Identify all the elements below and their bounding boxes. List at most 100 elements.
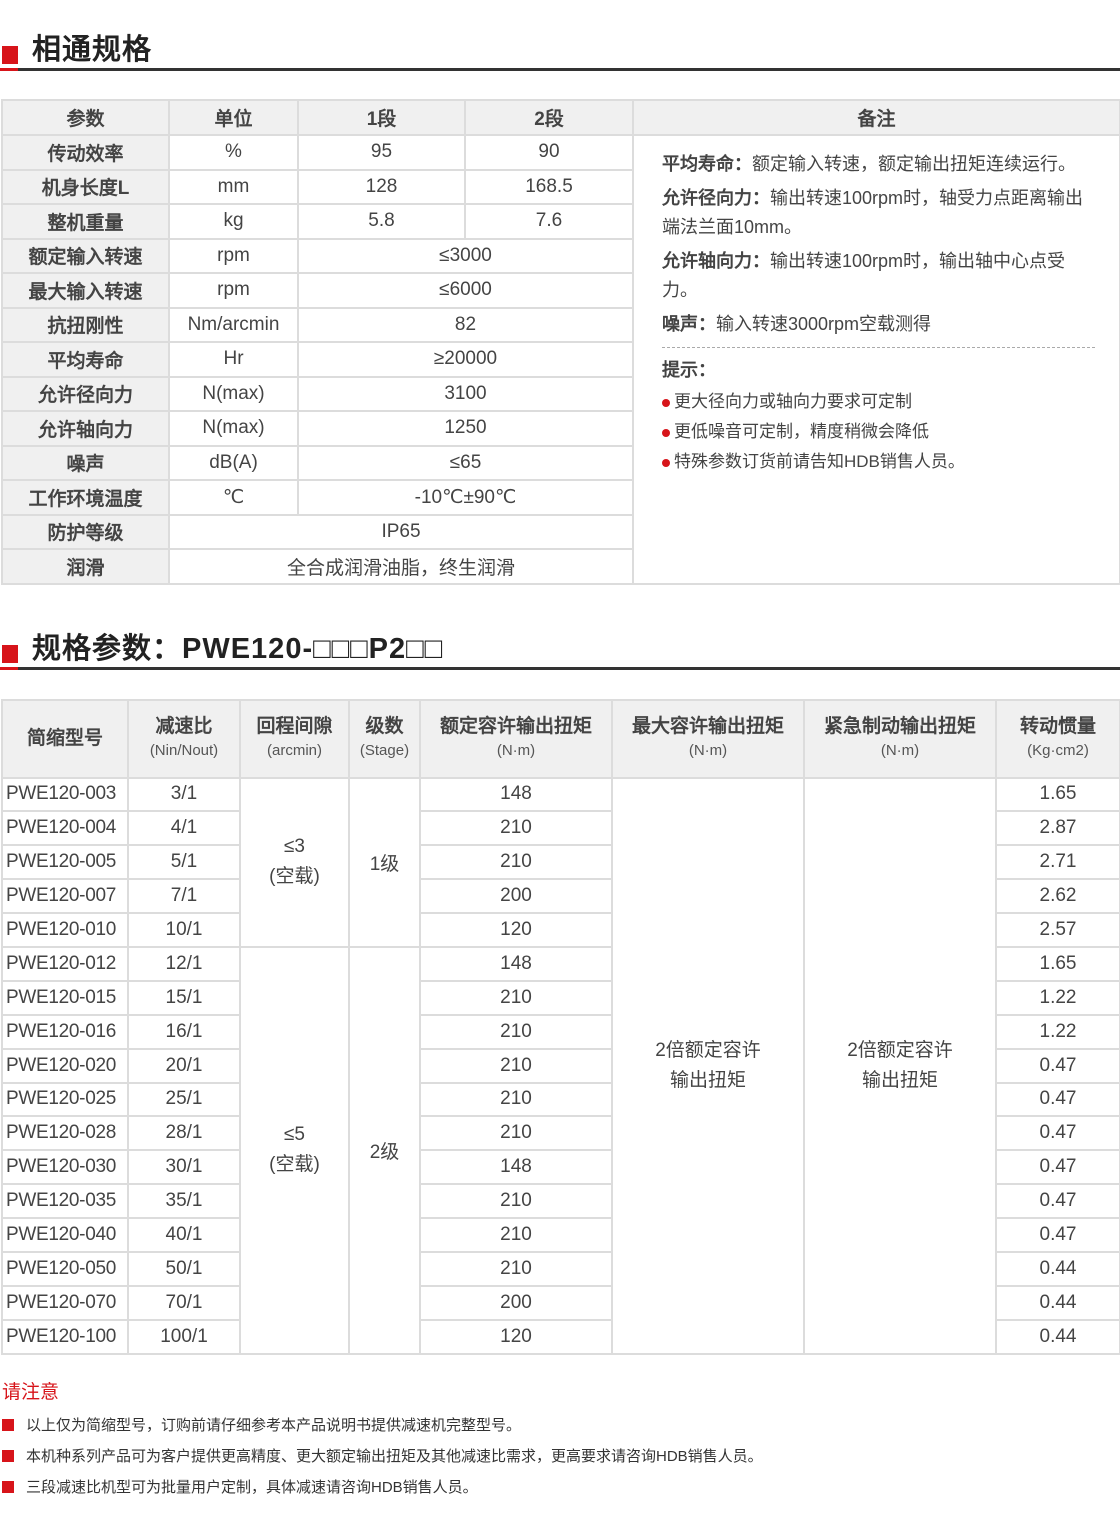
value-cell: 全合成润滑油脂，终生润滑 xyxy=(168,548,634,585)
inertia-cell: 0.47 xyxy=(995,1081,1120,1118)
model-cell: PWE120-040 xyxy=(1,1217,129,1253)
notes-title: 请注意 xyxy=(2,1381,60,1403)
table-row: PWE120-050 50/1 210 0.44 xyxy=(1,1250,1120,1287)
stage1-value: 5.8 xyxy=(297,203,466,240)
remark-label: 噪声： xyxy=(662,314,716,334)
unit-cell: Nm/arcmin xyxy=(168,306,299,343)
header-main: 级数 xyxy=(365,715,404,737)
unit-cell: ℃ xyxy=(168,479,299,516)
header-main: 额定容许输出扭矩 xyxy=(439,715,592,737)
red-square-marker xyxy=(2,644,18,663)
model-cell: PWE120-004 xyxy=(1,810,129,847)
column-header: 最大容许输出扭矩 (N·m) xyxy=(611,698,805,779)
table-row: PWE120-016 16/1 210 1.22 xyxy=(1,1013,1120,1050)
emergency-torque-cell: 2倍额定容许输出扭矩 xyxy=(803,776,997,1355)
inertia-cell: 0.47 xyxy=(995,1115,1120,1152)
value-cell: ≤65 xyxy=(297,444,634,481)
note-item: 以上仅为简缩型号，订购前请仔细参考本产品说明书提供减速机完整型号。 xyxy=(0,1416,1120,1435)
table-row: 防护等级 IP65 xyxy=(1,513,1120,550)
rated-torque-cell: 200 xyxy=(419,878,613,915)
inertia-cell: 1.22 xyxy=(995,979,1120,1016)
inertia-cell: 1.65 xyxy=(995,945,1120,982)
param-name: 额定输入转速 xyxy=(1,237,170,274)
stage1-value: 95 xyxy=(297,134,466,171)
ratio-cell: 10/1 xyxy=(127,912,241,948)
backlash-cell: ≤5 (空载) xyxy=(239,945,350,1355)
note-item: 本机种系列产品可为客户提供更高精度、更大额定输出扭矩及其他减速比需求，更高要求请… xyxy=(0,1447,1120,1466)
note-text: 以上仅为简缩型号，订购前请仔细参考本产品说明书提供减速机完整型号。 xyxy=(26,1416,522,1434)
param-name: 工作环境温度 xyxy=(1,479,170,516)
remark-item: 允许径向力：输出转速100rpm时，轴受力点距离输出端法兰面10mm。 xyxy=(662,184,1095,242)
ratio-cell: 30/1 xyxy=(127,1149,241,1186)
section-title-common-specs: 相通规格 xyxy=(0,20,1120,71)
backlash-value: ≤5 xyxy=(284,1124,305,1146)
param-name: 允许径向力 xyxy=(1,375,170,412)
header-unit: (Kg·cm2) xyxy=(1027,741,1089,759)
stage1-value: 128 xyxy=(297,168,466,205)
inertia-cell: 0.47 xyxy=(995,1183,1120,1220)
value-cell: 82 xyxy=(297,306,634,343)
ratio-cell: 35/1 xyxy=(127,1183,241,1220)
rated-torque-cell: 120 xyxy=(419,912,613,948)
model-cell: PWE120-003 xyxy=(1,776,129,813)
note-text: 本机种系列产品可为客户提供更高精度、更大额定输出扭矩及其他减速比需求，更高要求请… xyxy=(26,1447,763,1465)
red-square-bullet-icon xyxy=(2,1480,14,1493)
backlash-cell: ≤3 (空载) xyxy=(239,776,350,948)
unit-cell: dB(A) xyxy=(168,444,299,481)
inertia-cell: 0.44 xyxy=(995,1284,1120,1321)
inertia-cell: 0.47 xyxy=(995,1217,1120,1253)
table-row: PWE120-025 25/1 210 0.47 xyxy=(1,1081,1120,1118)
param-name: 机身长度L xyxy=(1,168,170,205)
table-row: 允许径向力 N(max) 3100 xyxy=(1,375,1120,412)
inertia-cell: 2.87 xyxy=(995,810,1120,847)
title-underline-accent xyxy=(0,666,18,670)
ratio-cell: 100/1 xyxy=(127,1318,241,1355)
common-specs-table: 参数 单位 1段 2段 备注 传动效率% 95 90 平均寿命：额定输入转速，额定输出扭矩连续… xyxy=(1,99,1120,585)
param-name: 防护等级 xyxy=(1,513,170,550)
rated-torque-cell: 120 xyxy=(419,1318,613,1355)
table-row: PWE120-030 30/1 148 0.47 xyxy=(1,1149,1120,1186)
stage2-value: 168.5 xyxy=(464,168,634,205)
rated-torque-cell: 210 xyxy=(419,1217,613,1253)
section-title-text: 相通规格 xyxy=(32,34,153,66)
header-unit: (N·m) xyxy=(496,741,536,759)
model-cell: PWE120-100 xyxy=(1,1318,129,1355)
model-cell: PWE120-070 xyxy=(1,1284,129,1321)
remarks-cell: 平均寿命：额定输入转速，额定输出扭矩连续运行。 允许径向力：输出转速100rpm时… xyxy=(632,134,1120,585)
bullet-dot-icon xyxy=(662,428,670,437)
model-cell: PWE120-010 xyxy=(1,912,129,948)
stage2-value: 90 xyxy=(464,134,634,171)
header-main: 转动惯量 xyxy=(1019,715,1096,737)
note-item: 三段减速比机型可为批量用户定制，具体减速请咨询HDB销售人员。 xyxy=(0,1478,1120,1497)
inertia-cell: 2.71 xyxy=(995,844,1120,881)
inertia-cell: 0.47 xyxy=(995,1149,1120,1186)
remark-label: 允许径向力： xyxy=(662,188,770,208)
remark-item: 允许轴向力：输出转速100rpm时，输出轴中心点受力。 xyxy=(662,247,1095,305)
header-main: 减速比 xyxy=(155,715,213,737)
rated-torque-cell: 210 xyxy=(419,1250,613,1287)
value-cell: ≤6000 xyxy=(297,272,634,309)
tip-item: 特殊参数订货前请告知HDB销售人员。 xyxy=(662,447,1095,477)
table-row: PWE120-012 12/1 ≤5 (空载) 2级 148 1.65 xyxy=(1,945,1120,1355)
param-name: 最大输入转速 xyxy=(1,272,170,309)
rated-torque-cell: 210 xyxy=(419,844,613,881)
param-name: 整机重量 xyxy=(1,203,170,240)
rated-torque-cell: 210 xyxy=(419,979,613,1016)
table-row: PWE120-007 7/1 200 2.62 xyxy=(1,878,1120,915)
unit-cell: mm xyxy=(168,168,299,205)
backlash-note: (空载) xyxy=(269,866,320,888)
value-cell: IP65 xyxy=(168,513,634,550)
rated-torque-cell: 200 xyxy=(419,1284,613,1321)
remark-item: 噪声：输入转速3000rpm空载测得 xyxy=(662,310,1095,339)
tip-text: 特殊参数订货前请告知HDB销售人员。 xyxy=(674,452,965,471)
bullet-dot-icon xyxy=(662,458,670,467)
table-row: 允许轴向力 N(max) 1250 xyxy=(1,410,1120,447)
model-cell: PWE120-020 xyxy=(1,1047,129,1084)
remark-text: 输出转速100rpm时，输出轴中心点受力。 xyxy=(662,251,1066,300)
rated-torque-cell: 148 xyxy=(419,776,613,813)
model-specs-table: 简缩型号 减速比 (Nin/Nout) 回程间隙 (arcmin) 级数 (Stage) 额定… xyxy=(1,698,1120,1355)
column-header: 级数 (Stage) xyxy=(348,698,421,779)
unit-cell: N(max) xyxy=(168,375,299,412)
header-row: 简缩型号 减速比 (Nin/Nout) 回程间隙 (arcmin) 级数 (Stage) 额定… xyxy=(1,698,1120,779)
table-row: 最大输入转速 rpm ≤6000 xyxy=(1,272,1120,309)
